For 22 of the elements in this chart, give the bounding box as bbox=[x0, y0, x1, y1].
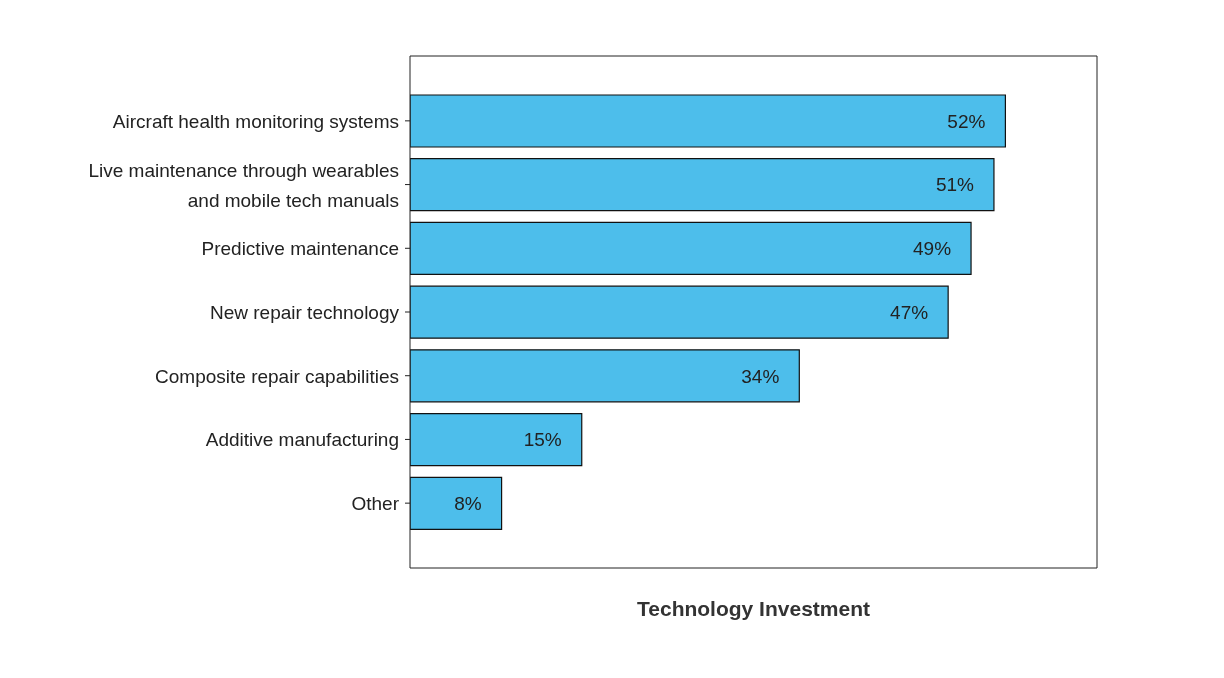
y-tick-label: Predictive maintenance bbox=[201, 238, 399, 260]
y-tick-label: Composite repair capabilities bbox=[155, 365, 399, 387]
x-axis-title: Technology Investment bbox=[637, 597, 870, 620]
y-tick-label: New repair technology bbox=[209, 302, 400, 323]
data-label: 47% bbox=[890, 301, 929, 323]
bar bbox=[410, 285, 949, 339]
data-label: 49% bbox=[913, 238, 952, 260]
bar bbox=[410, 412, 583, 467]
y-tick-label: Additive manufacturing bbox=[205, 429, 399, 451]
bar bbox=[410, 476, 503, 530]
bar bbox=[410, 221, 972, 276]
data-label: 52% bbox=[947, 110, 986, 132]
data-label: 15% bbox=[523, 429, 562, 451]
bar bbox=[410, 94, 1006, 148]
y-tick-label: Other bbox=[351, 493, 400, 515]
y-tick-label: Aircraft health monitoring systems bbox=[112, 110, 399, 132]
data-label: 51% bbox=[935, 174, 975, 196]
data-label: 34% bbox=[741, 365, 780, 387]
bar bbox=[410, 158, 995, 212]
data-label: 8% bbox=[454, 493, 482, 515]
y-tick-label: Live maintenance through wearables and mobile tech manuals bbox=[88, 159, 399, 211]
bar bbox=[410, 349, 800, 403]
